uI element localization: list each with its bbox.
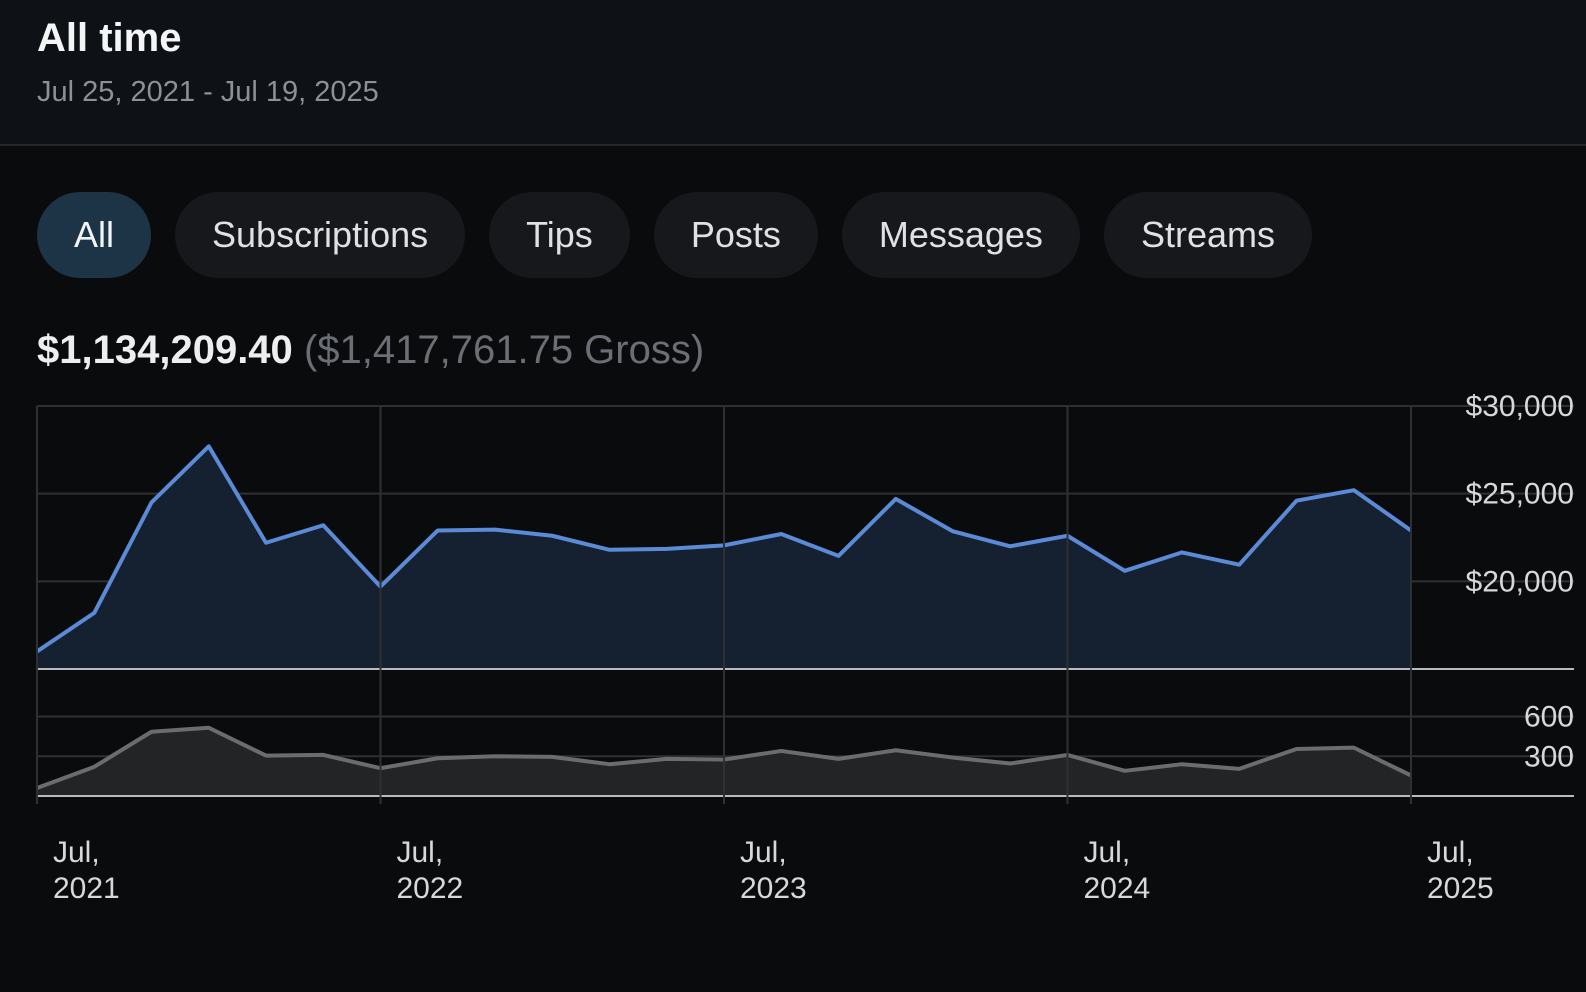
earnings-y-tick-label: $20,000 (1466, 565, 1574, 598)
gross-total: ($1,417,761.75 Gross) (303, 328, 705, 372)
tab-messages[interactable]: Messages (841, 192, 1080, 278)
earnings-y-tick-label: $30,000 (1466, 390, 1574, 423)
earnings-y-tick-label: $25,000 (1466, 478, 1574, 511)
header: All time Jul 25, 2021 - Jul 19, 2025 (0, 0, 1586, 146)
filter-tabs: All Subscriptions Tips Posts Messages St… (37, 192, 1312, 278)
x-tick-label-year: 2022 (397, 872, 464, 905)
date-range: Jul 25, 2021 - Jul 19, 2025 (37, 76, 379, 108)
earnings-total: $1,134,209.40 ($1,417,761.75 Gross) (37, 328, 704, 373)
x-tick-label-month: Jul, (1427, 836, 1474, 869)
x-tick-label-year: 2021 (53, 872, 120, 905)
x-tick-label-month: Jul, (53, 836, 100, 869)
x-tick-label-month: Jul, (397, 836, 444, 869)
x-tick-label-year: 2025 (1427, 872, 1494, 905)
x-tick-label-month: Jul, (1084, 836, 1131, 869)
page-title: All time (37, 16, 182, 60)
x-tick-label-year: 2024 (1084, 872, 1151, 905)
tab-streams[interactable]: Streams (1103, 192, 1312, 278)
count-y-tick-label: 300 (1524, 740, 1574, 773)
tab-posts[interactable]: Posts (653, 192, 818, 278)
x-tick-label-year: 2023 (740, 872, 807, 905)
tab-subscriptions[interactable]: Subscriptions (175, 192, 466, 278)
count-y-tick-label: 600 (1524, 701, 1574, 734)
x-tick-label-month: Jul, (740, 836, 787, 869)
net-total: $1,134,209.40 (37, 328, 293, 372)
tab-all[interactable]: All (37, 192, 152, 278)
tab-tips[interactable]: Tips (489, 192, 630, 278)
